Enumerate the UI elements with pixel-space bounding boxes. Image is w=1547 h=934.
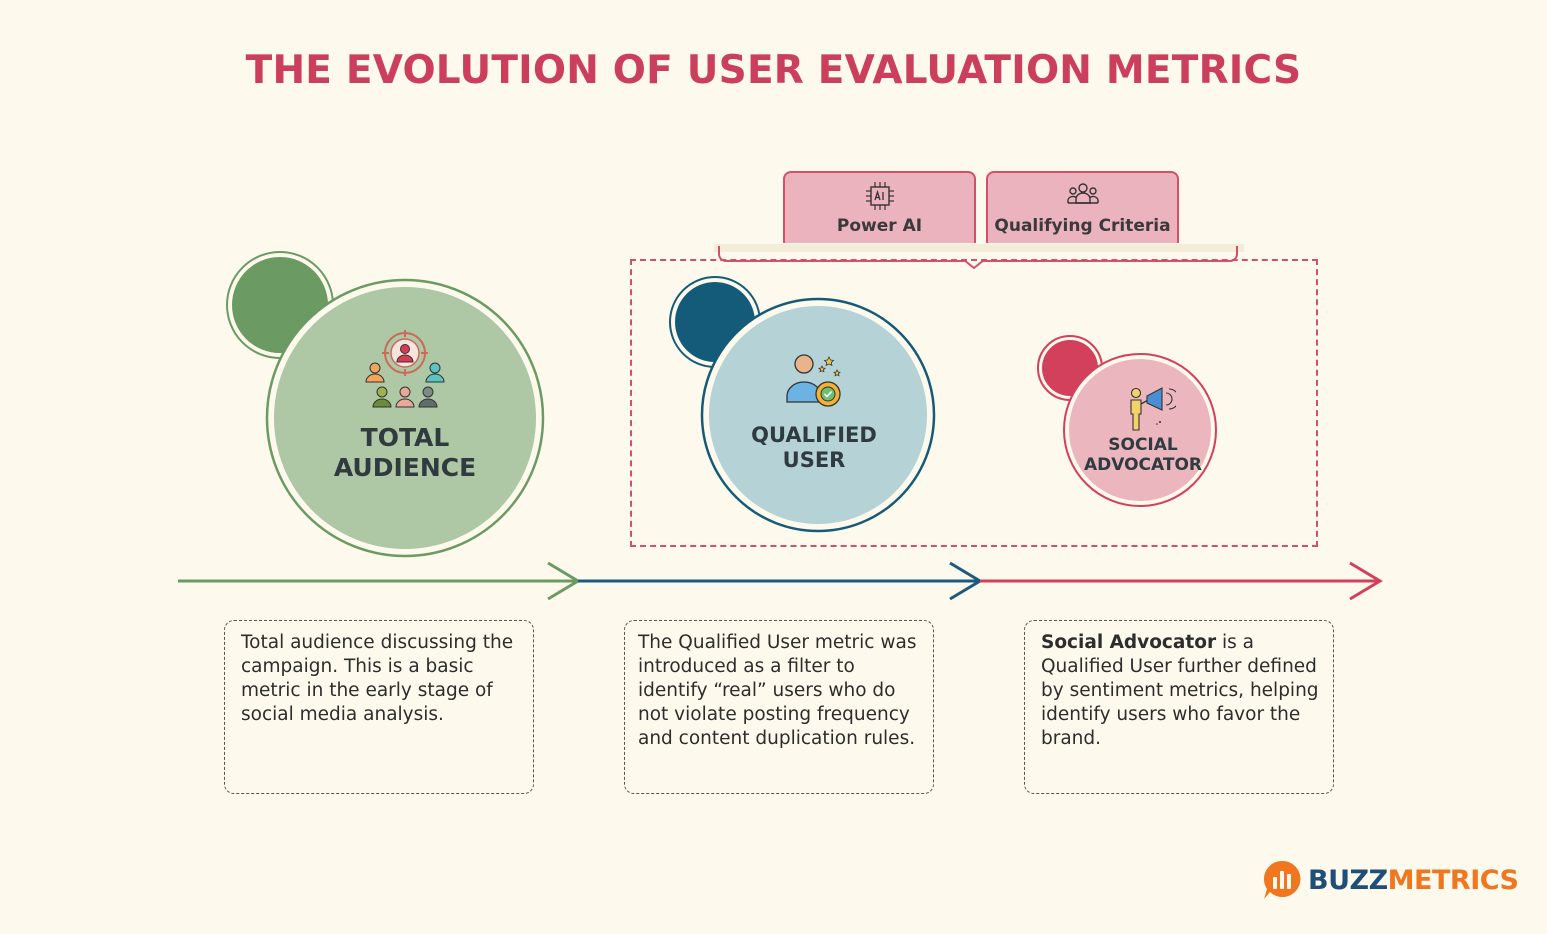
brand-part2: METRICS [1387,864,1519,896]
verified-user-icon [786,354,841,407]
buzzmetrics-logo-icon [1263,860,1301,899]
timeline-arrow-3 [1349,561,1383,601]
social-advocator-line2: ADVOCATOR [1083,455,1203,476]
total-audience-circle [274,287,536,549]
megaphone-person-icon [1130,387,1176,431]
brand-part1: BUZZ [1308,864,1388,896]
qualified-user-line1: QUALIFIED [751,423,877,447]
total-audience-label: TOTAL AUDIENCE [305,423,505,483]
social-advocator-label: SOCIAL ADVOCATOR [1068,435,1218,476]
buzzmetrics-wordmark: BUZZMETRICS [1308,865,1519,896]
buzzmetrics-logo: BUZZMETRICS [1262,858,1519,902]
ai-chip-icon [864,181,896,215]
bracket-pointer [963,259,985,270]
qualified-user-line2: USER [782,448,846,473]
qualifying-criteria-label: Qualifying Criteria [994,216,1171,236]
group-icon [1066,181,1100,213]
qualified-user-description: The Qualified User metric was introduced… [624,620,934,794]
qualified-user-label: QUALIFIED USER [714,423,914,473]
power-ai-tab: Power AI [783,171,976,243]
qualified-filter-box [630,259,1318,547]
social-advocator-description-bold: Social Advocator [1041,632,1217,653]
page-title: THE EVOLUTION OF USER EVALUATION METRICS [245,48,1302,93]
total-audience-description: Total audience discussing the campaign. … [224,620,534,794]
social-advocator-description-text: is a Qualified User further defined by s… [1041,632,1319,749]
total-audience-line2: AUDIENCE [333,453,477,482]
bracket-shade [714,244,1244,252]
power-ai-label: Power AI [836,216,923,236]
total-audience-line1: TOTAL [360,423,450,452]
qualifying-criteria-tab: Qualifying Criteria [986,171,1179,243]
qualified-user-circle [709,306,927,524]
target-audience-icon [365,330,445,408]
social-advocator-description: Social Advocator is a Qualified User fur… [1024,620,1334,794]
social-advocator-line1: SOCIAL [1108,435,1178,455]
social-advocator-circle [1069,359,1211,501]
